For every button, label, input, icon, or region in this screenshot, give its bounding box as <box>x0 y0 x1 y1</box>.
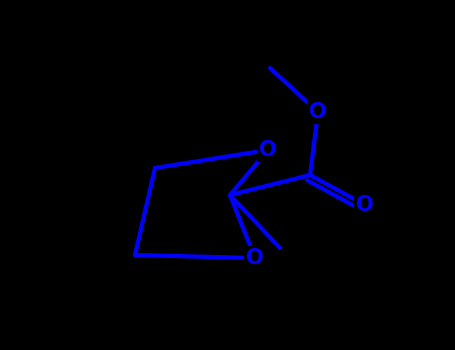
Text: O: O <box>259 140 277 160</box>
Text: O: O <box>246 248 264 268</box>
Text: O: O <box>356 195 374 215</box>
Text: O: O <box>309 102 327 122</box>
